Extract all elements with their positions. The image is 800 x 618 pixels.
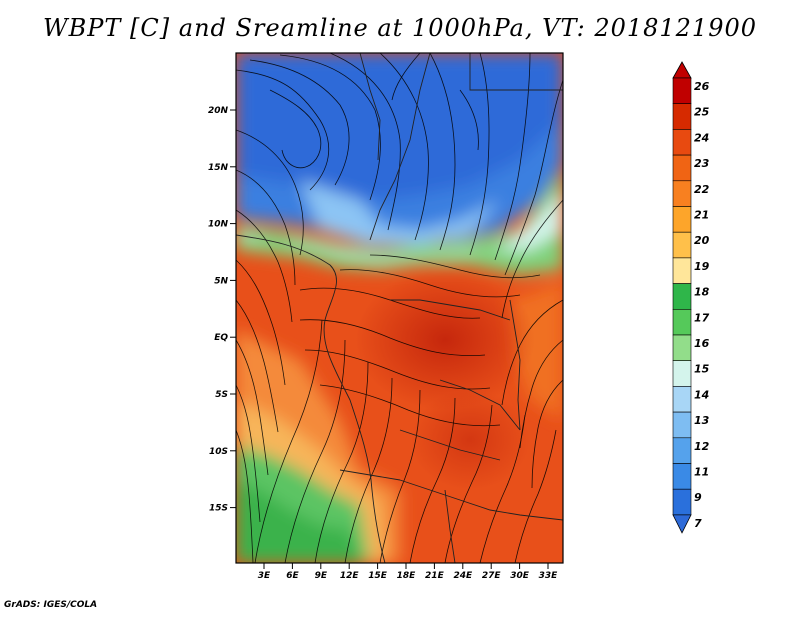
- lon-label: 9E: [315, 571, 328, 581]
- colorbar-swatch: [672, 334, 692, 362]
- colorbar-swatch: [672, 463, 692, 490]
- colorbar-label: 9: [694, 491, 702, 504]
- colorbar-label: 20: [694, 234, 710, 247]
- map-frame: [235, 52, 564, 564]
- colorbar-label: 11: [694, 466, 709, 479]
- colorbar-label: 12: [694, 440, 710, 453]
- streamlines: [236, 53, 563, 563]
- colorbar-label: 21: [694, 209, 709, 222]
- lon-label: 15E: [368, 571, 388, 581]
- colorbar-bottom-arrow: [672, 514, 692, 534]
- colorbar-swatch: [672, 231, 692, 259]
- colorbar-label: 18: [694, 286, 710, 299]
- lon-label: 30E: [510, 571, 530, 581]
- lat-label: 15N: [208, 163, 229, 173]
- colorbar-label: 13: [694, 414, 710, 427]
- lon-label: 24E: [453, 571, 473, 581]
- lon-label: 6E: [286, 571, 299, 581]
- colorbar-swatch: [672, 154, 692, 182]
- colorbar-swatch: [672, 283, 692, 310]
- colorbar-label: 25: [694, 106, 710, 119]
- lon-label: 18E: [397, 571, 417, 581]
- borders: [236, 53, 563, 563]
- colorbar-swatch: [672, 103, 692, 130]
- colorbar-swatch: [672, 411, 692, 439]
- colorbar-label: 7: [694, 517, 702, 530]
- colorbar-swatch: [672, 129, 692, 156]
- lon-label: 21E: [425, 571, 445, 581]
- colorbar-label: 23: [694, 157, 710, 170]
- lat-label: EQ: [214, 333, 228, 343]
- colorbar: 26 25 24 23 22 21 20 19 18 17 16 15 14 13 12 11 9 7: [672, 61, 710, 534]
- lat-label: 5S: [215, 390, 228, 400]
- lon-label: 27E: [482, 571, 502, 581]
- colorbar-label: 26: [694, 80, 710, 93]
- colorbar-swatch: [672, 77, 692, 105]
- colorbar-label: 17: [694, 311, 710, 324]
- colorbar-swatch: [672, 437, 692, 464]
- colorbar-label: 14: [694, 388, 709, 401]
- colorbar-swatch: [672, 386, 692, 413]
- lon-label: 12E: [340, 571, 360, 581]
- lat-label: 10S: [209, 447, 228, 457]
- colorbar-swatch: [672, 257, 692, 284]
- grads-credit: GrADS: IGES/COLA: [4, 600, 98, 610]
- lat-label: 10N: [208, 220, 229, 230]
- colorbar-label: 16: [694, 337, 710, 350]
- colorbar-label: 19: [694, 260, 710, 273]
- lon-label: 3E: [258, 571, 271, 581]
- colorbar-swatch: [672, 360, 692, 387]
- lon-label: 33E: [539, 571, 559, 581]
- colorbar-top-arrow: [672, 61, 692, 79]
- colorbar-swatch: [672, 206, 692, 233]
- colorbar-swatch: [672, 488, 692, 516]
- colorbar-label: 22: [694, 183, 710, 196]
- wbpt-field: [236, 53, 563, 563]
- latitude-axis: 20N 15N 10N 5N EQ 5S 10S 15S: [208, 106, 236, 514]
- map-title: WBPT [C] and Sreamline at 1000hPa, VT: 2…: [42, 14, 758, 42]
- lat-label: 5N: [214, 276, 228, 286]
- lat-label: 15S: [209, 504, 228, 514]
- colorbar-label: 15: [694, 363, 710, 376]
- lat-label: 20N: [208, 106, 229, 116]
- colorbar-swatch: [672, 180, 692, 207]
- longitude-axis: 3E 6E 9E 12E 15E 18E 21E 24E 27E 30E 33E: [258, 563, 558, 581]
- colorbar-swatch: [672, 308, 692, 336]
- colorbar-label: 24: [694, 131, 709, 144]
